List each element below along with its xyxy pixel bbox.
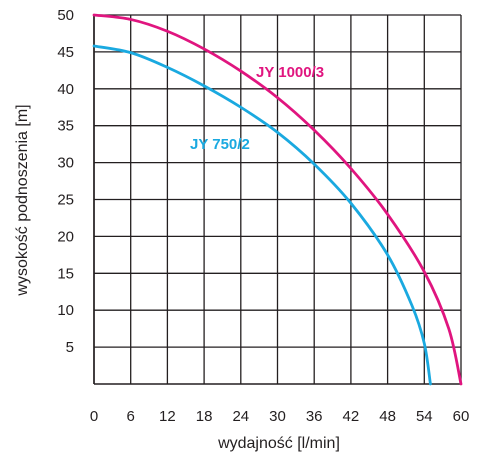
x-tick-label: 30: [269, 408, 286, 425]
y-tick-label: 50: [57, 7, 74, 24]
y-tick-labels: 5 10 15 20 25 30 35 40 45 50: [57, 7, 74, 356]
series-lines: [92, 13, 463, 386]
y-tick-label: 25: [57, 192, 74, 209]
x-tick-label: 48: [379, 408, 396, 425]
axes: [93, 15, 461, 385]
x-axis-title: wydajność [l/min]: [217, 435, 340, 452]
x-tick-label: 42: [343, 408, 360, 425]
x-tick-labels: 0 6 12 18 24 30 36 42 48 54 60: [90, 408, 470, 425]
x-tick-label: 12: [159, 408, 176, 425]
y-tick-label: 35: [57, 118, 74, 135]
y-tick-label: 20: [57, 228, 74, 245]
x-tick-label: 6: [127, 408, 135, 425]
x-tick-label: 60: [453, 408, 470, 425]
series-line-jy-750-2: [92, 44, 432, 386]
y-tick-label: 5: [66, 339, 74, 356]
y-tick-label: 10: [57, 302, 74, 319]
y-tick-label: 45: [57, 44, 74, 61]
x-tick-label: 54: [416, 408, 433, 425]
y-tick-label: 30: [57, 155, 74, 172]
series-label-jy-1000-3: JY 1000/3: [256, 64, 324, 81]
series-label-jy-750-2: JY 750/2: [190, 136, 250, 153]
x-tick-label: 0: [90, 408, 98, 425]
x-tick-label: 24: [232, 408, 249, 425]
y-tick-label: 40: [57, 81, 74, 98]
grid: [93, 14, 462, 384]
x-tick-label: 18: [196, 408, 213, 425]
series-line-jy-1000-3: [92, 13, 463, 386]
series-labels: JY 1000/3 JY 750/2: [190, 64, 324, 153]
y-axis-title: wysokość podnoszenia [m]: [14, 104, 31, 296]
x-tick-label: 36: [306, 408, 323, 425]
y-tick-label: 15: [57, 265, 74, 282]
